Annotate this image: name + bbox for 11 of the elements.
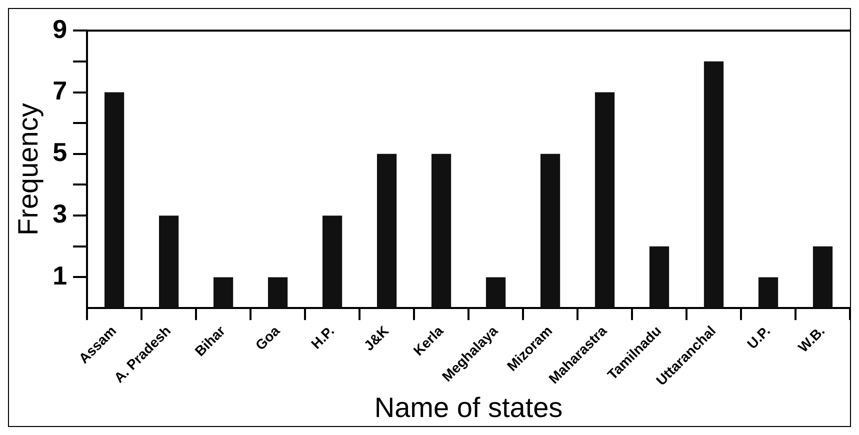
x-tick-label: W.B. xyxy=(794,322,828,356)
y-tick-label: 9 xyxy=(52,14,68,44)
y-tick-label: 5 xyxy=(52,137,68,168)
x-tick-label: U.P. xyxy=(744,322,774,352)
x-tick-label: Goa xyxy=(252,322,283,354)
x-axis-title: Name of states xyxy=(374,392,563,423)
x-tick-label: H.P. xyxy=(308,322,338,352)
y-tick-label: 1 xyxy=(52,260,68,290)
y-axis-title: Frequency xyxy=(12,103,44,236)
y-tick-label: 3 xyxy=(52,198,68,229)
y-tick-label: 7 xyxy=(52,75,68,106)
